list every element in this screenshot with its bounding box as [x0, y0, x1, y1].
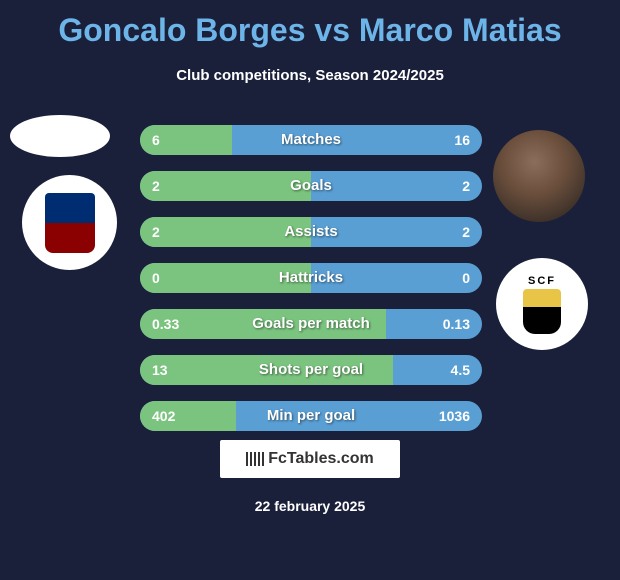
club-right-badge: SCF — [496, 258, 588, 350]
stat-value-right: 16 — [454, 125, 470, 155]
stat-label: Goals — [140, 171, 482, 201]
stat-value-right: 0 — [462, 263, 470, 293]
footer-date: 22 february 2025 — [255, 498, 366, 514]
stat-label: Assists — [140, 217, 482, 247]
stat-value-right: 2 — [462, 217, 470, 247]
stat-row: 6Matches16 — [140, 125, 482, 155]
footer-logo[interactable]: FcTables.com — [220, 440, 400, 478]
page-title: Goncalo Borges vs Marco Matias — [0, 0, 620, 49]
club-right-shield — [523, 289, 561, 334]
stat-label: Matches — [140, 125, 482, 155]
chart-icon — [246, 452, 264, 466]
stat-row: 0Hattricks0 — [140, 263, 482, 293]
club-right-text: SCF — [528, 275, 556, 287]
stat-label: Hattricks — [140, 263, 482, 293]
stat-row: 402Min per goal1036 — [140, 401, 482, 431]
footer-site-name: FcTables.com — [268, 450, 374, 468]
subtitle: Club competitions, Season 2024/2025 — [0, 67, 620, 84]
stat-row: 0.33Goals per match0.13 — [140, 309, 482, 339]
stat-row: 2Goals2 — [140, 171, 482, 201]
stat-value-right: 0.13 — [443, 309, 470, 339]
stat-value-right: 2 — [462, 171, 470, 201]
player-left-avatar — [10, 115, 110, 157]
stat-value-right: 4.5 — [451, 355, 470, 385]
club-left-badge — [22, 175, 117, 270]
stat-row: 13Shots per goal4.5 — [140, 355, 482, 385]
stat-label: Goals per match — [140, 309, 482, 339]
stats-container: 6Matches162Goals22Assists20Hattricks00.3… — [140, 125, 482, 447]
stat-row: 2Assists2 — [140, 217, 482, 247]
player-right-avatar — [493, 130, 585, 222]
stat-label: Shots per goal — [140, 355, 482, 385]
stat-value-right: 1036 — [439, 401, 470, 431]
club-left-shield — [45, 193, 95, 253]
stat-label: Min per goal — [140, 401, 482, 431]
